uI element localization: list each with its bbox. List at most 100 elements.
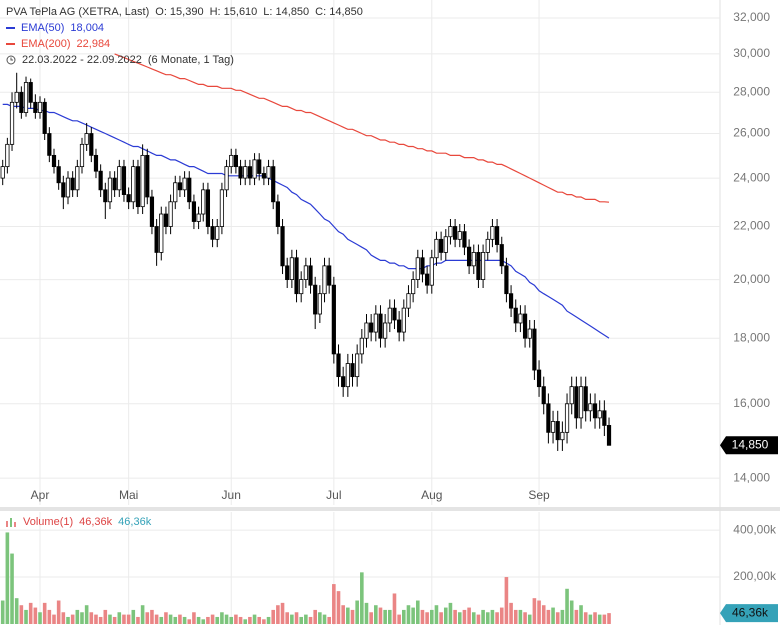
- x-tick-label: Sep: [528, 488, 550, 502]
- ema-line: [114, 53, 610, 203]
- volume-bar: [28, 602, 33, 624]
- volume-bar: [98, 616, 103, 624]
- volume-bar: [420, 609, 425, 624]
- volume-bar: [537, 600, 541, 624]
- candle-body: [560, 431, 565, 441]
- candle-body: [280, 226, 285, 267]
- candle-body: [401, 307, 406, 333]
- candle-body: [187, 177, 192, 203]
- y-tick-label: 14,000: [733, 470, 770, 484]
- y-tick-label: 22,000: [733, 219, 770, 233]
- candle-body: [75, 166, 80, 191]
- candle-body: [574, 386, 579, 419]
- volume-bar: [579, 605, 583, 624]
- candle-body: [205, 189, 211, 227]
- volume-bar: [360, 572, 364, 624]
- volume-bar: [154, 614, 159, 624]
- volume-bar: [346, 607, 350, 624]
- candle-body: [215, 226, 220, 240]
- volume-bar: [551, 607, 555, 624]
- candle-body: [406, 293, 411, 309]
- volume-bar: [38, 612, 42, 624]
- volume-bar: [266, 616, 271, 624]
- volume-bar: [453, 609, 457, 624]
- candle-body: [51, 154, 57, 168]
- candle-body: [373, 313, 378, 333]
- y-tick-label: 400,00k: [733, 522, 777, 536]
- volume-bar: [532, 598, 537, 624]
- candle-body: [555, 421, 560, 441]
- candle-body: [191, 201, 197, 222]
- candle-body: [159, 213, 164, 253]
- volume-bar: [75, 609, 80, 624]
- y-tick-label: 32,000: [733, 10, 770, 24]
- volume-bar: [434, 605, 439, 624]
- volume-bar: [597, 614, 602, 624]
- volume-bar: [383, 609, 387, 624]
- volume-bar: [164, 612, 168, 624]
- volume-bar: [490, 609, 495, 624]
- candle-body: [443, 236, 448, 253]
- volume-bar: [588, 614, 593, 624]
- legend-ema50: EMA(50) 18,004: [6, 22, 104, 34]
- volume-bar: [24, 609, 28, 624]
- candle-body: [336, 353, 341, 378]
- candle-body: [247, 166, 252, 179]
- candle-body: [383, 322, 388, 339]
- volume-bar: [178, 614, 182, 624]
- candle-body: [229, 154, 234, 168]
- candle-body: [107, 177, 113, 203]
- candle-body: [415, 257, 420, 280]
- candle-body: [93, 154, 99, 172]
- candle-body: [546, 403, 551, 433]
- legend-quote: PVA TePla AG (XETRA, Last) O: 15,390 H: …: [6, 6, 363, 18]
- candle-body: [536, 369, 542, 388]
- volume-bar: [513, 609, 518, 624]
- x-tick-label: Jun: [222, 488, 241, 502]
- volume-bar: [374, 605, 378, 624]
- y-tick-label: 24,000: [733, 170, 770, 184]
- volume-bar: [504, 577, 509, 624]
- legend-volume: Volume(1) 46,36k 46,36k: [6, 516, 151, 528]
- candle-body: [177, 182, 183, 191]
- volume-bar: [388, 609, 392, 624]
- legend-ema200: EMA(200) 22,984: [6, 38, 110, 50]
- candle-body: [233, 154, 238, 168]
- candle-body: [345, 363, 350, 388]
- candle-body: [541, 386, 546, 405]
- volume-bar: [448, 602, 453, 624]
- volume-bar: [182, 616, 187, 624]
- candle-body: [317, 293, 322, 315]
- quote-close: C: 14,850: [315, 6, 363, 18]
- candle-body: [397, 319, 402, 333]
- candle-body: [70, 177, 75, 191]
- y-tick-label: 18,000: [733, 330, 770, 344]
- candle-body: [308, 265, 313, 286]
- candle-body: [462, 231, 467, 248]
- volume-badge-label: 46,36k: [732, 605, 769, 619]
- candle-body: [140, 154, 145, 208]
- volume-bar: [364, 602, 369, 624]
- candle-body: [42, 101, 47, 134]
- candle-body: [439, 238, 444, 253]
- candle-body: [210, 226, 215, 240]
- candle-body: [145, 154, 150, 198]
- volume-bar: [201, 619, 206, 624]
- volume-bar: [187, 619, 192, 624]
- volume-bar: [94, 614, 98, 624]
- candle-body: [28, 82, 33, 103]
- candle-body: [126, 194, 131, 203]
- volume-bar: [523, 612, 527, 624]
- volume-bar: [136, 616, 140, 624]
- candle-body: [490, 226, 495, 240]
- volume-bar: [355, 600, 359, 624]
- candle-body: [182, 177, 187, 191]
- volume-bar: [565, 588, 569, 624]
- volume-bar: [215, 616, 220, 624]
- date-range: 22.03.2022 - 22.09.2022: [22, 54, 142, 66]
- candle-body: [112, 177, 117, 191]
- ema-line: [2, 103, 610, 339]
- candle-body: [103, 189, 108, 203]
- candle-body: [5, 143, 10, 168]
